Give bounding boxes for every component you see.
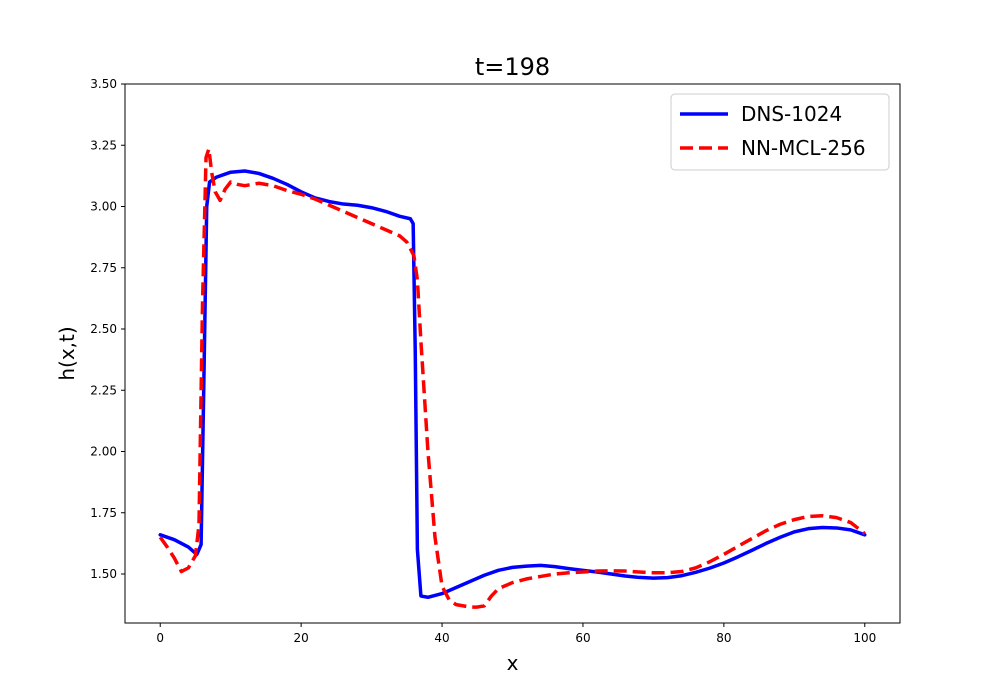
x-tick-label: 0 [156, 631, 164, 645]
x-tick-label: 40 [434, 631, 449, 645]
chart-title: t=198 [475, 53, 550, 81]
y-tick-label: 2.75 [90, 261, 117, 275]
x-axis: 0 20 40 60 80 100 [156, 623, 876, 645]
y-tick-label: 3.00 [90, 200, 117, 214]
y-tick-label: 1.50 [90, 567, 117, 581]
y-tick-label: 2.00 [90, 445, 117, 459]
y-tick-label: 1.75 [90, 506, 117, 520]
legend-label-dns: DNS-1024 [741, 102, 842, 126]
legend: DNS-1024 NN-MCL-256 [670, 93, 890, 171]
y-tick-label: 3.25 [90, 138, 117, 152]
y-tick-label: 3.50 [90, 77, 117, 91]
x-tick-label: 20 [293, 631, 308, 645]
legend-label-nn: NN-MCL-256 [741, 136, 866, 160]
series-layer [158, 147, 867, 609]
plot-area-frame [124, 83, 901, 624]
y-tick-label: 2.25 [90, 383, 117, 397]
y-tick-label: 2.50 [90, 322, 117, 336]
x-axis-label: x [507, 651, 519, 675]
x-tick-label: 60 [575, 631, 590, 645]
y-axis-label: h(x,t) [55, 326, 79, 380]
series-line-1 [158, 147, 866, 609]
x-tick-label: 80 [716, 631, 731, 645]
series-line-0 [158, 169, 867, 600]
y-axis: 1.50 1.75 2.00 2.25 2.50 2.75 3.00 3.25 3.50 [90, 77, 125, 581]
x-tick-label: 100 [853, 631, 876, 645]
